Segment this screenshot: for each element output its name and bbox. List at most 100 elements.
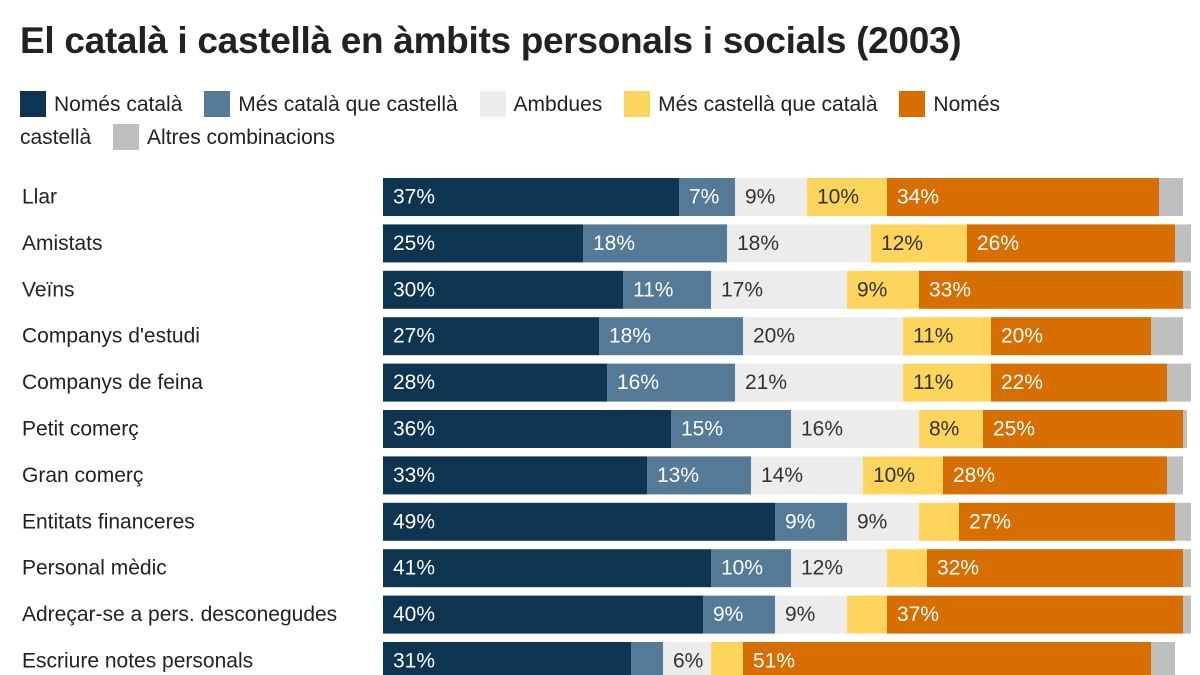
value-label: 10% <box>873 464 915 487</box>
bar-segment <box>1159 178 1183 216</box>
bar-segment <box>383 456 647 495</box>
legend-label: Només català <box>54 93 183 116</box>
bar-segment <box>863 456 943 495</box>
bar-segment <box>1183 595 1191 634</box>
bar-segment <box>383 178 679 216</box>
value-label: 41% <box>393 557 435 580</box>
bar-segment <box>647 456 751 495</box>
value-label: 40% <box>393 603 435 626</box>
bar-segment <box>887 178 1159 216</box>
chart-title: El català i castellà en àmbits personals… <box>20 20 962 61</box>
row-label: Amistats <box>22 232 103 255</box>
value-label: 33% <box>929 278 971 301</box>
bar-segment <box>735 178 807 216</box>
value-label: 11% <box>633 278 673 301</box>
row-label: Veïns <box>22 278 75 301</box>
bar-segment <box>1151 642 1175 675</box>
value-label: 12% <box>881 232 923 255</box>
value-label: 28% <box>953 464 995 487</box>
value-label: 10% <box>721 557 763 580</box>
bar-segment <box>775 595 847 634</box>
value-label: 36% <box>393 418 435 441</box>
value-label: 13% <box>657 464 699 487</box>
bar-segment <box>383 595 703 634</box>
value-label: 25% <box>393 232 435 255</box>
legend-swatch <box>899 91 926 117</box>
legend-label: Més castellà que català <box>658 93 878 116</box>
bar-segment <box>383 642 631 675</box>
value-label: 7% <box>689 186 719 209</box>
value-label: 16% <box>801 418 843 441</box>
row-label: Entitats financeres <box>22 510 195 533</box>
bar-segment <box>959 502 1175 541</box>
value-label: 49% <box>393 510 435 533</box>
bar-segment <box>383 224 583 263</box>
value-label: 6% <box>673 650 703 673</box>
bar-segment <box>1175 502 1191 541</box>
value-label: 10% <box>817 186 859 209</box>
bar-segment <box>991 317 1151 356</box>
bar-segment <box>623 270 711 309</box>
bar-segment <box>1151 317 1183 356</box>
value-label: 9% <box>745 186 775 209</box>
bar-segment <box>383 502 775 541</box>
bar-segment <box>775 502 847 541</box>
value-label: 37% <box>393 186 435 209</box>
bar-segment <box>383 270 623 309</box>
value-label: 9% <box>857 510 887 533</box>
legend: Només català Més català que castellà Amb… <box>20 88 1090 154</box>
value-label: 26% <box>977 232 1019 255</box>
row-label: Companys de feina <box>22 371 203 394</box>
bar-segment <box>1175 224 1191 263</box>
legend-swatch <box>624 91 651 117</box>
bar-segment <box>599 317 743 356</box>
value-label: 32% <box>937 557 979 580</box>
value-label: 9% <box>785 510 815 533</box>
bar-segment <box>735 363 903 402</box>
value-label: 51% <box>753 650 795 673</box>
value-label: 18% <box>609 325 651 348</box>
row-label: Adreçar-se a pers. desconegudes <box>22 603 337 626</box>
bar-segment <box>663 642 711 675</box>
value-label: 28% <box>393 371 435 394</box>
bar-segment <box>743 317 903 356</box>
legend-item: Més castellà que català <box>624 91 878 117</box>
bar-segment <box>671 410 791 448</box>
row-label: Escriure notes personals <box>22 650 253 673</box>
value-label: 21% <box>745 371 787 394</box>
row-label: Llar <box>22 186 57 209</box>
row-label: Gran comerç <box>22 464 143 487</box>
value-label: 31% <box>393 650 435 673</box>
bar-segment <box>919 502 959 541</box>
bar-segment <box>607 363 735 402</box>
bar-segment <box>983 410 1183 448</box>
bar-segment <box>631 642 663 675</box>
value-label: 25% <box>993 418 1035 441</box>
value-label: 27% <box>393 325 435 348</box>
value-label: 11% <box>913 325 953 348</box>
bar-segment <box>919 270 1183 309</box>
bar-segment <box>887 595 1183 634</box>
legend-item: Altres combinacions <box>113 124 335 150</box>
value-label: 9% <box>857 278 887 301</box>
bar-segment <box>791 549 887 588</box>
legend-swatch <box>20 91 46 117</box>
value-label: 8% <box>929 418 959 441</box>
value-label: 15% <box>681 418 723 441</box>
bar-segment <box>679 178 735 216</box>
bar-segment <box>807 178 887 216</box>
legend-label: Ambdues <box>513 93 603 116</box>
row-label: Companys d'estudi <box>22 325 200 348</box>
bar-segment <box>967 224 1175 263</box>
legend-item: Només català <box>20 91 183 117</box>
value-label: 34% <box>897 186 939 209</box>
bar-segment <box>383 549 711 588</box>
bar-segment <box>991 363 1167 402</box>
value-label: 9% <box>713 603 743 626</box>
row-label: Petit comerç <box>22 418 139 441</box>
bar-segment <box>927 549 1183 588</box>
value-label: 18% <box>593 232 635 255</box>
bar-segment <box>1183 549 1191 588</box>
legend-swatch <box>204 91 231 117</box>
